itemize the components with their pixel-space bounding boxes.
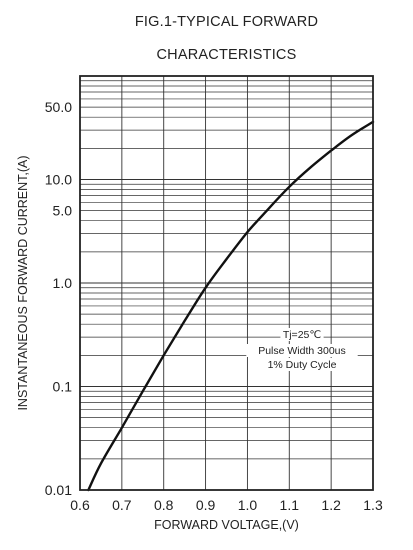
forward-current-curve [87, 120, 375, 492]
y-tick-label: 50.0 [45, 99, 72, 115]
y-axis-label: INSTANTANEOUS FORWARD CURRENT,(A) [16, 155, 30, 410]
y-tick-label: 0.1 [53, 379, 73, 395]
y-tick-label: 1.0 [53, 275, 73, 291]
x-tick-label: 0.8 [154, 497, 174, 513]
y-tick-label: 5.0 [53, 203, 73, 219]
annotation-line: Tj=25℃ [283, 329, 321, 341]
data-series [87, 120, 375, 492]
x-tick-label: 0.6 [70, 497, 90, 513]
test-conditions-annotation: Tj=25℃ Pulse Width 300us 1% Duty Cycle [246, 328, 358, 371]
x-tick-label: 1.0 [238, 497, 258, 513]
annotation-line: 1% Duty Cycle [268, 359, 337, 371]
x-axis-label: FORWARD VOLTAGE,(V) [154, 518, 299, 532]
x-tick-label: 0.9 [196, 497, 216, 513]
y-tick-label: 10.0 [45, 172, 72, 188]
annotation-line: Pulse Width 300us [258, 345, 346, 357]
grid-lines [80, 76, 373, 490]
chart-title-line-1: FIG.1-TYPICAL FORWARD [134, 14, 319, 30]
tick-labels: 0.6 0.7 0.8 0.9 1.0 1.1 1.2 1.3 0.01 0.1 1.0 5.0 10.… [45, 99, 383, 513]
x-tick-label: 0.7 [112, 497, 132, 513]
x-tick-label: 1.3 [363, 497, 383, 513]
y-tick-label: 0.01 [45, 482, 72, 498]
x-tick-label: 1.2 [321, 497, 341, 513]
plot-frame [79, 75, 374, 491]
annotation-background [246, 344, 358, 357]
x-tick-label: 1.1 [280, 497, 300, 513]
annotation-background [258, 358, 346, 371]
annotation-background [280, 328, 324, 341]
chart-title-line-2: CHARACTERISTICS [156, 47, 297, 63]
